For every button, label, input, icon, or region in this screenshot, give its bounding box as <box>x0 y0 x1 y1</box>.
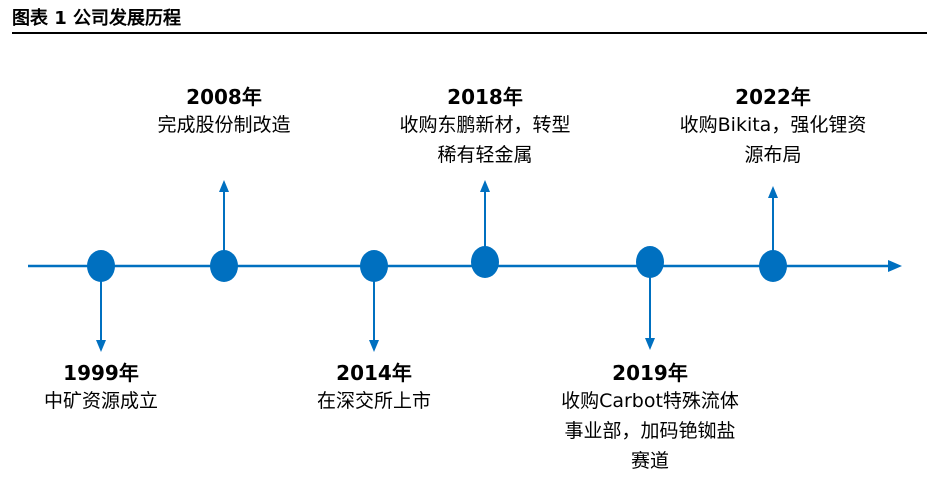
event-description-line: 完成股份制改造 <box>157 114 291 136</box>
event-year: 2019年 <box>612 361 688 385</box>
event-description: 中矿资源成立 <box>20 386 182 416</box>
event-description-line: 收购Carbot特殊流体 <box>561 390 739 412</box>
event-description: 收购东鹏新材，转型 稀有轻金属 <box>371 110 599 170</box>
event-year: 1999年 <box>63 361 139 385</box>
timeline-axis-arrowhead <box>888 260 902 272</box>
event-description: 在深交所上市 <box>306 386 442 416</box>
event-year: 2022年 <box>735 85 811 109</box>
event-description-line: 收购Bikita，强化锂资 <box>679 114 867 136</box>
milestone-dot-2014 <box>360 250 388 282</box>
event-2022: 2022年 收购Bikita，强化锂资 源布局 <box>655 84 891 170</box>
event-2008: 2008年 完成股份制改造 <box>144 84 304 140</box>
connector-2018-arrowhead <box>480 180 490 192</box>
event-description: 收购Carbot特殊流体 事业部，加码铯铷盐 赛道 <box>536 386 764 476</box>
connector-1999-arrowhead <box>96 340 106 352</box>
connector-2019-arrowhead <box>645 338 655 350</box>
milestone-dot-2008 <box>210 250 238 282</box>
event-year: 2014年 <box>336 361 412 385</box>
event-description-line: 收购东鹏新材，转型 <box>399 114 571 136</box>
event-description-line: 在深交所上市 <box>316 390 431 412</box>
event-1999: 1999年 中矿资源成立 <box>20 360 182 416</box>
event-description-line: 中矿资源成立 <box>43 390 158 412</box>
milestone-dot-2019 <box>636 246 664 278</box>
event-2018: 2018年 收购东鹏新材，转型 稀有轻金属 <box>371 84 599 170</box>
event-year: 2008年 <box>186 85 262 109</box>
event-2014: 2014年 在深交所上市 <box>306 360 442 416</box>
title-underline <box>12 32 927 34</box>
milestone-dot-1999 <box>87 250 115 282</box>
event-description-line: 稀有轻金属 <box>437 144 533 166</box>
connector-2022-arrowhead <box>768 186 778 198</box>
connector-2014-arrowhead <box>369 340 379 352</box>
event-year: 2018年 <box>447 85 523 109</box>
milestone-dot-2022 <box>759 250 787 282</box>
connector-2008-arrowhead <box>219 180 229 192</box>
milestone-dot-2018 <box>471 246 499 278</box>
event-description-line: 赛道 <box>630 450 669 472</box>
event-2019: 2019年 收购Carbot特殊流体 事业部，加码铯铷盐 赛道 <box>536 360 764 476</box>
event-description: 完成股份制改造 <box>144 110 304 140</box>
figure-title: 图表 1 公司发展历程 <box>12 8 182 29</box>
event-description-line: 源布局 <box>744 144 802 166</box>
event-description: 收购Bikita，强化锂资 源布局 <box>655 110 891 170</box>
event-description-line: 事业部，加码铯铷盐 <box>564 420 736 442</box>
